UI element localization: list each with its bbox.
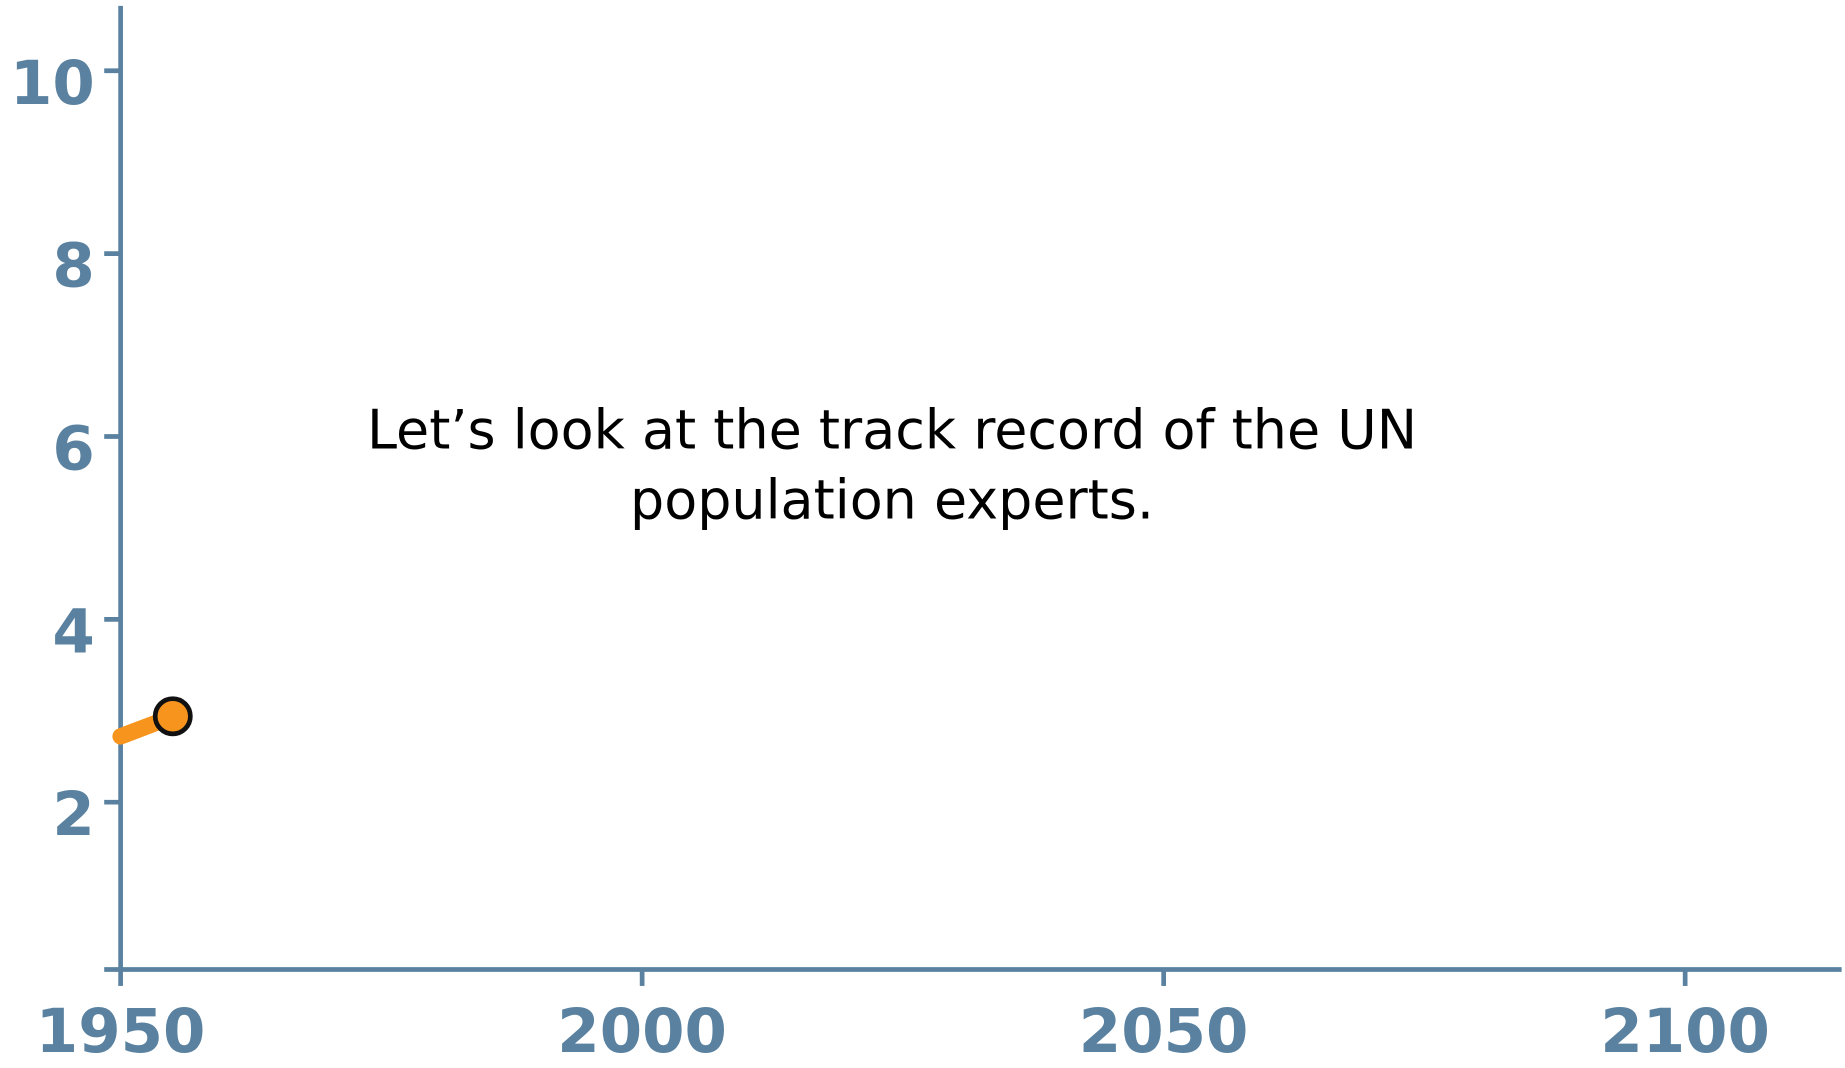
annotation: Let’s look at the track record of the UN [367,398,1417,461]
y-tick-label: 10 [10,48,95,119]
x-tick-label: 2000 [557,996,727,1067]
y-tick-label: 8 [52,231,94,302]
y-tick-label: 6 [52,413,94,484]
y-tick-label: 4 [52,596,94,667]
y-tick-label: 2 [52,779,94,850]
annotation: population experts. [630,469,1154,532]
x-tick-label: 2100 [1600,996,1770,1067]
end-point [152,696,193,737]
x-tick-label: 1950 [36,996,206,1067]
x-tick-label: 2050 [1079,996,1249,1067]
